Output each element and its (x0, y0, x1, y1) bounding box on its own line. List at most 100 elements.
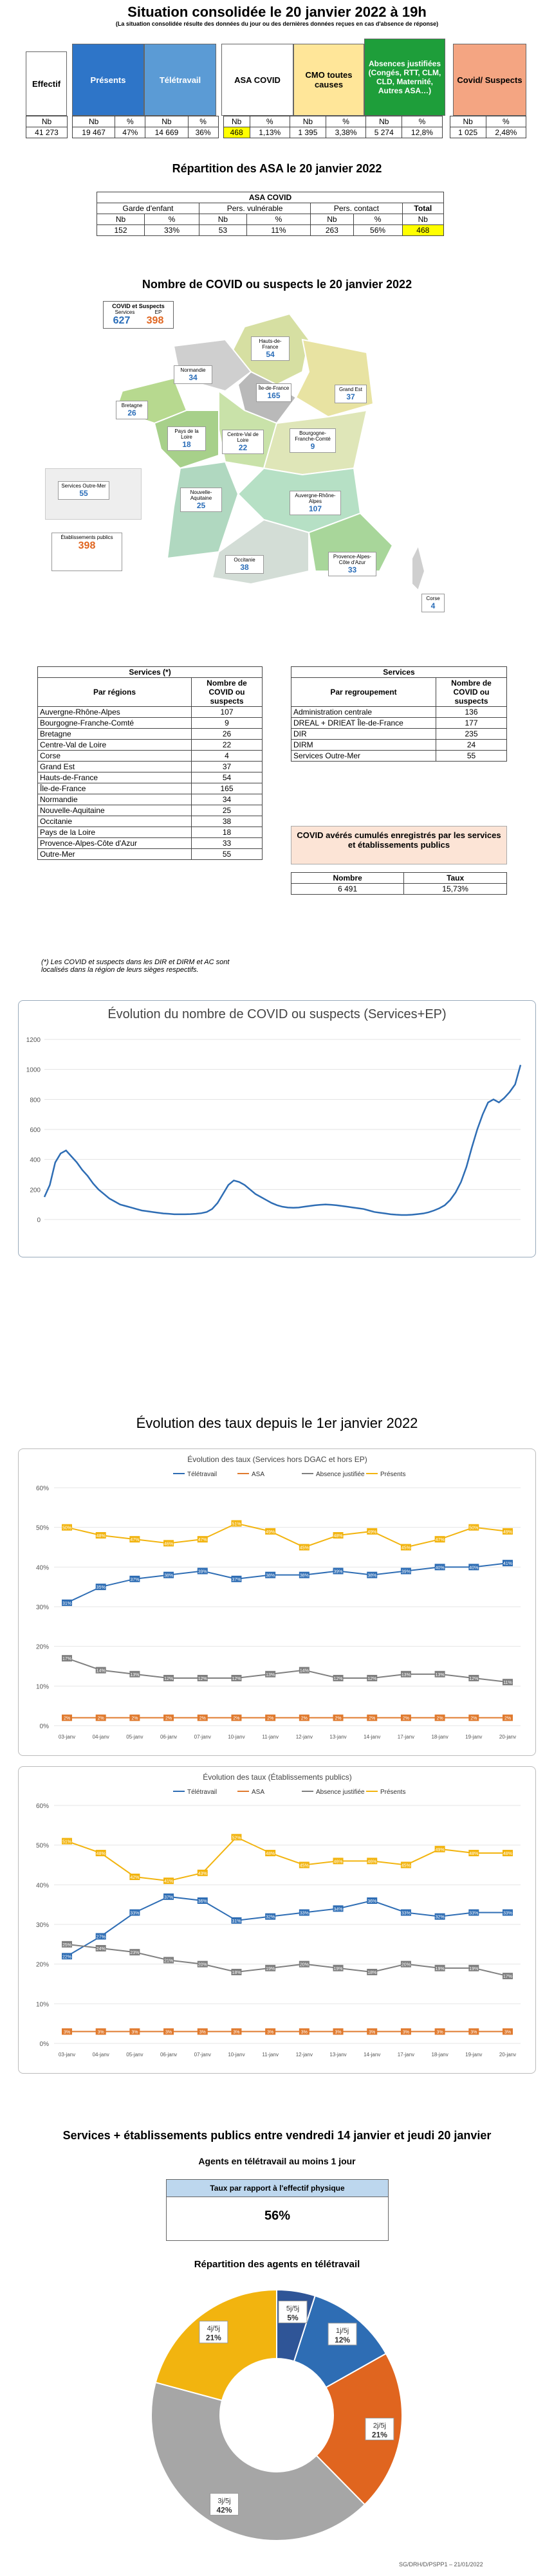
pie-pct: 21% (206, 2334, 221, 2343)
data-point (95, 1667, 106, 1674)
data-point (231, 1675, 242, 1681)
data-point (503, 1850, 513, 1856)
data-label: 33% (402, 1912, 411, 1916)
data-point (129, 1670, 140, 1677)
y-tick-label: 50% (36, 1843, 49, 1850)
y-tick-label: 40% (36, 1882, 49, 1889)
data-label: 48% (266, 1852, 275, 1856)
week-section-title: Services + établissements publics entre … (62, 2129, 492, 2142)
data-point (62, 1714, 72, 1721)
row-value: 34 (191, 794, 263, 805)
asa-header: ASA COVID (221, 44, 293, 116)
legend-label: ASA (252, 1471, 264, 1478)
pct-label: % (485, 116, 527, 127)
pie-label-box (199, 2321, 228, 2344)
data-point (129, 1714, 140, 1721)
cmo-nb: 1 395 (289, 127, 326, 138)
pct-label: % (353, 214, 403, 225)
pct-label: % (249, 116, 290, 127)
table-row: DIR 235 (291, 728, 507, 740)
data-label: 2% (98, 1717, 104, 1721)
data-point (197, 1567, 208, 1575)
data-point (62, 1524, 72, 1531)
x-tick-label: 03-janv (59, 1734, 75, 1740)
cmo-header: CMO toutes causes (293, 44, 364, 116)
data-label: 17% (503, 1975, 512, 1979)
legend-left-label: Services (115, 309, 135, 315)
data-point (95, 1933, 106, 1940)
data-point (400, 2028, 411, 2035)
data-label: 22% (62, 1955, 71, 1959)
row-value: 177 (436, 717, 507, 729)
data-label: 47% (130, 1538, 139, 1542)
data-label: 2% (504, 1717, 511, 1721)
col-count: Nombre de COVID ou suspects (191, 677, 263, 707)
region-name: Bretagne (121, 403, 143, 408)
data-label: 35% (97, 1585, 106, 1590)
region-name: Normandie (180, 367, 206, 373)
data-point (163, 1540, 174, 1547)
pie-label-box (278, 2300, 308, 2323)
data-point (95, 1714, 106, 1721)
data-point (95, 1584, 106, 1591)
cumul-taux: 15,73% (403, 883, 507, 895)
data-label: 33% (130, 1912, 139, 1916)
data-label: 3% (199, 2031, 206, 2035)
row-value: 235 (436, 728, 507, 740)
row-value: 38 (191, 816, 263, 827)
data-point (231, 1575, 242, 1582)
region-card-occitanie: Occitanie 38 (225, 555, 264, 574)
asa-pct: 1,13% (249, 127, 290, 138)
data-label: 18% (232, 1971, 241, 1975)
data-point (503, 1909, 513, 1916)
data-label: 42% (130, 1876, 139, 1880)
data-point (163, 1571, 174, 1578)
x-tick-label: 11-janv (262, 2052, 279, 2058)
data-label: 13% (436, 1673, 445, 1677)
table-row: Bretagne 26 (37, 728, 263, 740)
data-point (503, 1973, 513, 1980)
row-value: 9 (191, 717, 263, 729)
row-value: 18 (191, 827, 263, 838)
nb-label: Nb (289, 116, 326, 127)
region-name: Corse (426, 596, 440, 601)
data-label: 45% (300, 1546, 309, 1551)
data-point (367, 1528, 378, 1535)
data-point (333, 1567, 344, 1575)
y-tick-label: 10% (36, 1683, 49, 1690)
region-value: 9 (310, 442, 315, 451)
data-label: 3% (437, 2031, 443, 2035)
data-point (299, 1861, 309, 1868)
region-card-bretagne: Bretagne 26 (116, 401, 148, 419)
pie-label-box (365, 2418, 394, 2441)
data-point (434, 2028, 445, 2035)
data-point (333, 2028, 344, 2035)
table-row: Occitanie 38 (37, 816, 263, 827)
table-row: DIRM 24 (291, 739, 507, 751)
pie-pct: 21% (372, 2431, 387, 2440)
x-tick-label: 04-janv (93, 2052, 109, 2058)
series-line (66, 1562, 508, 1603)
col-groups: Par regroupement (291, 677, 436, 707)
pie-label-box (328, 2323, 357, 2346)
data-point (333, 1532, 344, 1539)
data-label: 3% (403, 2031, 409, 2035)
data-label: 24% (97, 1947, 106, 1951)
data-label: 20% (198, 1963, 207, 1968)
col-regions: Par régions (37, 677, 192, 707)
pct-label: % (187, 116, 219, 127)
data-label: 3% (369, 2031, 375, 2035)
data-label: 3% (267, 2031, 273, 2035)
data-point (163, 2028, 174, 2035)
row-label: Pays de la Loire (37, 827, 192, 838)
data-point (129, 1949, 140, 1956)
series-line (66, 1658, 508, 1683)
data-label: 3% (64, 2031, 70, 2035)
table-row: Grand Est 37 (37, 761, 263, 772)
nb-label: Nb (97, 214, 145, 225)
pie-slice (154, 2288, 277, 2402)
legend-services-value: 627 (113, 315, 131, 326)
x-tick-label: 05-janv (126, 1734, 143, 1740)
data-point (400, 1909, 411, 1916)
data-label: 46% (367, 1859, 376, 1864)
